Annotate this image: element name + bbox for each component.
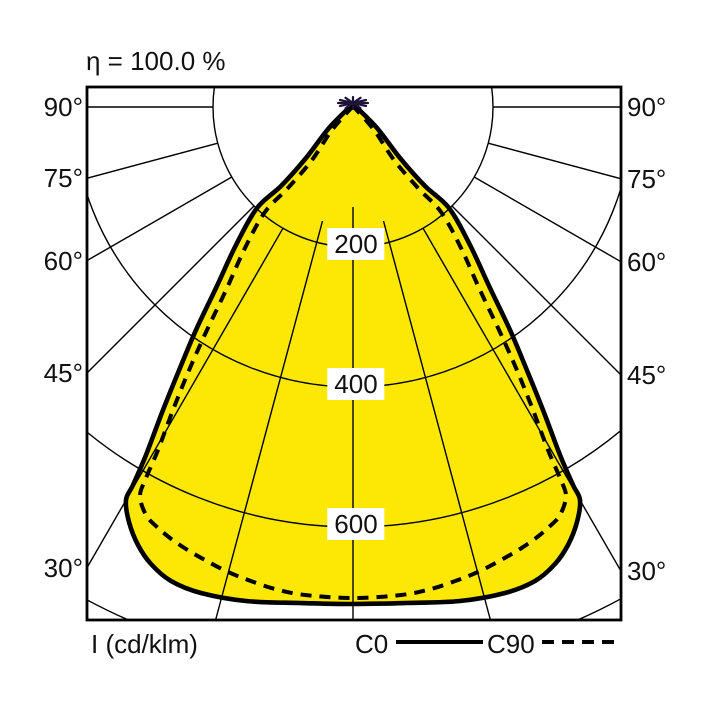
angle-label-left-90: 90°: [43, 92, 83, 122]
angle-gridline-75: [488, 142, 621, 180]
angle-label-right-90: 90°: [627, 92, 667, 122]
angle-label-right-30: 30°: [627, 556, 667, 586]
radial-tick-label-200: 200: [327, 228, 385, 260]
angle-label-right-75: 75°: [627, 164, 667, 194]
curve-c0-solid: [123, 101, 583, 607]
legend-c90-label: C90: [487, 629, 535, 659]
intensity-unit-label: I (cd/klm): [91, 629, 198, 659]
legend-c0-label: C0: [355, 629, 389, 659]
angle-gridline--75: [87, 142, 218, 179]
angle-label-left-60: 60°: [43, 246, 83, 276]
angle-label-left-75: 75°: [43, 163, 83, 193]
efficiency-title: η = 100.0 %: [86, 46, 226, 76]
radial-tick-label-400: 400: [327, 368, 385, 400]
angle-gridline--45: [87, 205, 255, 374]
plot-border: [85, 85, 623, 622]
angle-gridline-30: [422, 227, 621, 573]
angle-gridline-45: [451, 205, 621, 376]
origin-star-icon: [336, 95, 370, 111]
angle-gridline--30: [87, 227, 284, 570]
radial-tick-label-600: 600: [327, 508, 385, 540]
angle-gridline-60: [473, 176, 621, 263]
angle-label-right-60: 60°: [627, 247, 667, 277]
angle-label-right-45: 45°: [627, 360, 667, 390]
angle-label-left-30: 30°: [43, 553, 83, 583]
angle-gridline--60: [87, 176, 233, 262]
angle-label-left-45: 45°: [43, 358, 83, 388]
